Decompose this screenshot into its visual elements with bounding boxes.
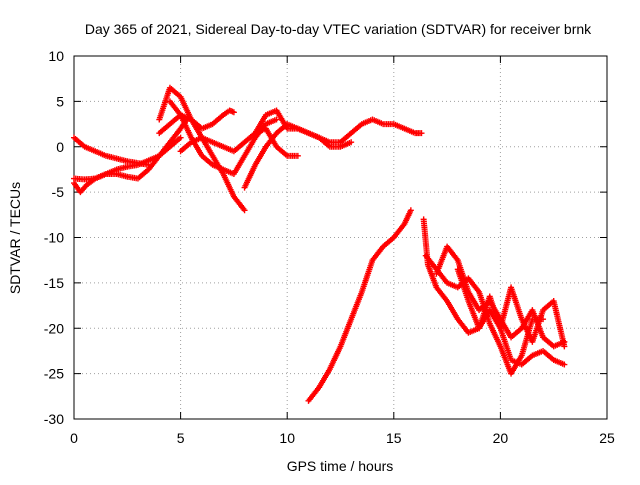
x-axis-label: GPS time / hours	[287, 458, 394, 474]
series-track-05	[166, 98, 280, 177]
x-tick-label: 10	[279, 430, 295, 446]
data-point	[273, 116, 280, 123]
series-track-14	[454, 266, 568, 350]
series-track-06	[156, 107, 237, 137]
y-tick-labels: -30 -25 -20 -15 -10 -5 0 5 10	[44, 48, 64, 427]
data-point	[177, 134, 184, 141]
y-tick-label: 10	[48, 48, 64, 64]
axis-ticks	[73, 55, 608, 420]
data-point	[294, 152, 301, 159]
series-track-08	[252, 107, 425, 146]
y-tick-label: 0	[56, 139, 64, 155]
chart-title: Day 365 of 2021, Sidereal Day-to-day VTE…	[85, 21, 592, 37]
series-track-09	[241, 121, 355, 191]
data-point	[230, 109, 237, 116]
data-point	[241, 207, 248, 214]
data-point	[561, 361, 568, 368]
y-tick-label: -5	[52, 184, 65, 200]
x-tick-label: 25	[599, 430, 615, 446]
y-axis-label: SDTVAR / TECUs	[7, 182, 23, 294]
data-point	[561, 343, 568, 350]
x-tick-label: 5	[177, 430, 185, 446]
data-point	[418, 130, 425, 137]
series-track-11	[420, 216, 568, 368]
x-tick-label: 15	[386, 430, 402, 446]
y-tick-label: -15	[44, 275, 64, 291]
x-tick-labels: 0 5 10 15 20 25	[70, 430, 615, 446]
series-track-03	[71, 116, 190, 183]
grid-lines	[74, 56, 607, 419]
plot-frame	[73, 55, 608, 420]
y-tick-label: 5	[56, 93, 64, 109]
y-tick-label: -25	[44, 366, 64, 382]
data-series	[71, 84, 568, 404]
data-point	[407, 207, 414, 214]
data-point	[348, 139, 355, 146]
y-tick-label: -30	[44, 411, 64, 427]
x-tick-label: 0	[70, 430, 78, 446]
series-track-10	[305, 207, 414, 404]
x-tick-label: 20	[493, 430, 509, 446]
y-tick-label: -20	[44, 320, 64, 336]
y-tick-label: -10	[44, 230, 64, 246]
